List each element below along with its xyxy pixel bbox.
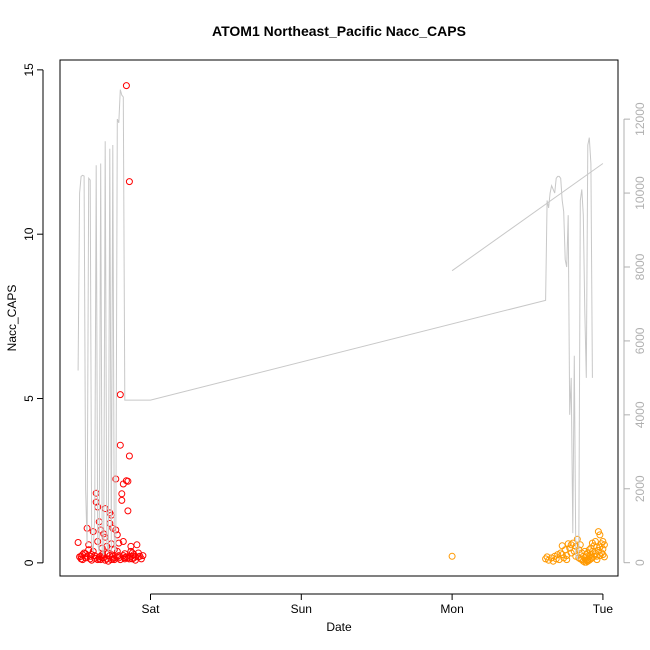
x-axis-label: Date	[326, 620, 352, 634]
series-0-point-96	[77, 552, 85, 560]
series-1-point-45	[596, 531, 604, 539]
series-layer	[74, 82, 608, 566]
series-1-point-7	[555, 556, 563, 564]
series-0-point-68	[137, 555, 145, 563]
series-1-point-19	[573, 535, 581, 543]
y-right-tick-label-1: 2000	[633, 475, 647, 502]
y-right-tick-label-0: 0	[633, 559, 647, 566]
series-0-point-57	[124, 507, 132, 515]
y-tick-label-2: 10	[22, 227, 36, 241]
chart-title: ATOM1 Northeast_Pacific Nacc_CAPS	[212, 23, 466, 39]
series-0-point-49	[118, 496, 126, 504]
series-1-point-54	[552, 555, 560, 563]
series-1-point-56	[563, 556, 571, 564]
series-1-point-53	[543, 553, 551, 561]
series-0-point-70	[79, 556, 87, 564]
series-1-point-41	[593, 543, 601, 551]
y-tick-label-0: 0	[22, 559, 36, 566]
series-0-point-11	[89, 528, 97, 536]
x-tick-label-3: Tue	[593, 602, 614, 616]
series-0-point-47	[116, 441, 124, 449]
y-axis-label: Nacc_CAPS	[5, 285, 19, 352]
series-1-point-0	[448, 552, 456, 560]
series-0-point-48	[118, 490, 126, 498]
series-1-point-57	[567, 541, 575, 549]
series-1-point-21	[576, 541, 584, 549]
series-1-point-66	[596, 543, 604, 551]
series-0-point-91	[95, 555, 103, 563]
y-right-tick-label-6: 12000	[633, 102, 647, 136]
series-0-point-99	[127, 552, 135, 560]
y-axis: 0 5 10 15	[22, 63, 44, 566]
x-tick-label-1: Sun	[291, 602, 312, 616]
series-1-point-43	[594, 528, 602, 536]
series-line-2	[77, 89, 593, 561]
y-right-tick-label-2: 4000	[633, 401, 647, 428]
y-axis-right: 0 2000 4000 6000 8000 10000 12000	[623, 102, 647, 566]
plot-area-border	[59, 59, 619, 577]
series-0-point-97	[115, 552, 123, 560]
series-1-point-59	[575, 554, 583, 562]
series-0-point-83	[119, 552, 127, 560]
series-1-point-67	[599, 538, 607, 545]
series-1-point-14	[566, 544, 574, 552]
series-0-point-85	[134, 549, 142, 557]
series-0-point-46	[116, 391, 124, 399]
series-0-point-0	[74, 539, 82, 546]
series-0-point-51	[119, 538, 127, 545]
series-line-3	[451, 163, 604, 272]
x-tick-label-0: Sat	[141, 602, 160, 616]
series-0-point-54	[122, 82, 130, 90]
series-0-point-15	[92, 489, 100, 497]
series-1-point-65	[593, 556, 601, 564]
series-0-point-92	[107, 556, 115, 564]
series-0-point-56	[124, 477, 132, 485]
y-right-tick-label-5: 10000	[633, 176, 647, 210]
series-0-point-86	[88, 551, 96, 559]
series-0-point-59	[125, 452, 133, 460]
series-1-point-70	[588, 554, 596, 562]
y-right-tick-label-4: 8000	[633, 253, 647, 280]
series-1-point-52	[600, 553, 608, 561]
series-0-point-58	[125, 178, 133, 186]
series-1-point-55	[558, 551, 566, 559]
x-tick-label-2: Mon	[440, 602, 463, 616]
series-1-point-8	[557, 549, 565, 557]
y-right-tick-label-3: 6000	[633, 327, 647, 354]
y-tick-label-3: 15	[22, 63, 36, 77]
series-1-point-61	[581, 547, 589, 555]
series-0-point-65	[133, 541, 141, 549]
x-axis: Sat Sun Mon Tue	[141, 593, 614, 616]
y-tick-label-1: 5	[22, 395, 36, 402]
series-1-point-13	[564, 540, 572, 548]
series-1-point-17	[570, 547, 578, 555]
